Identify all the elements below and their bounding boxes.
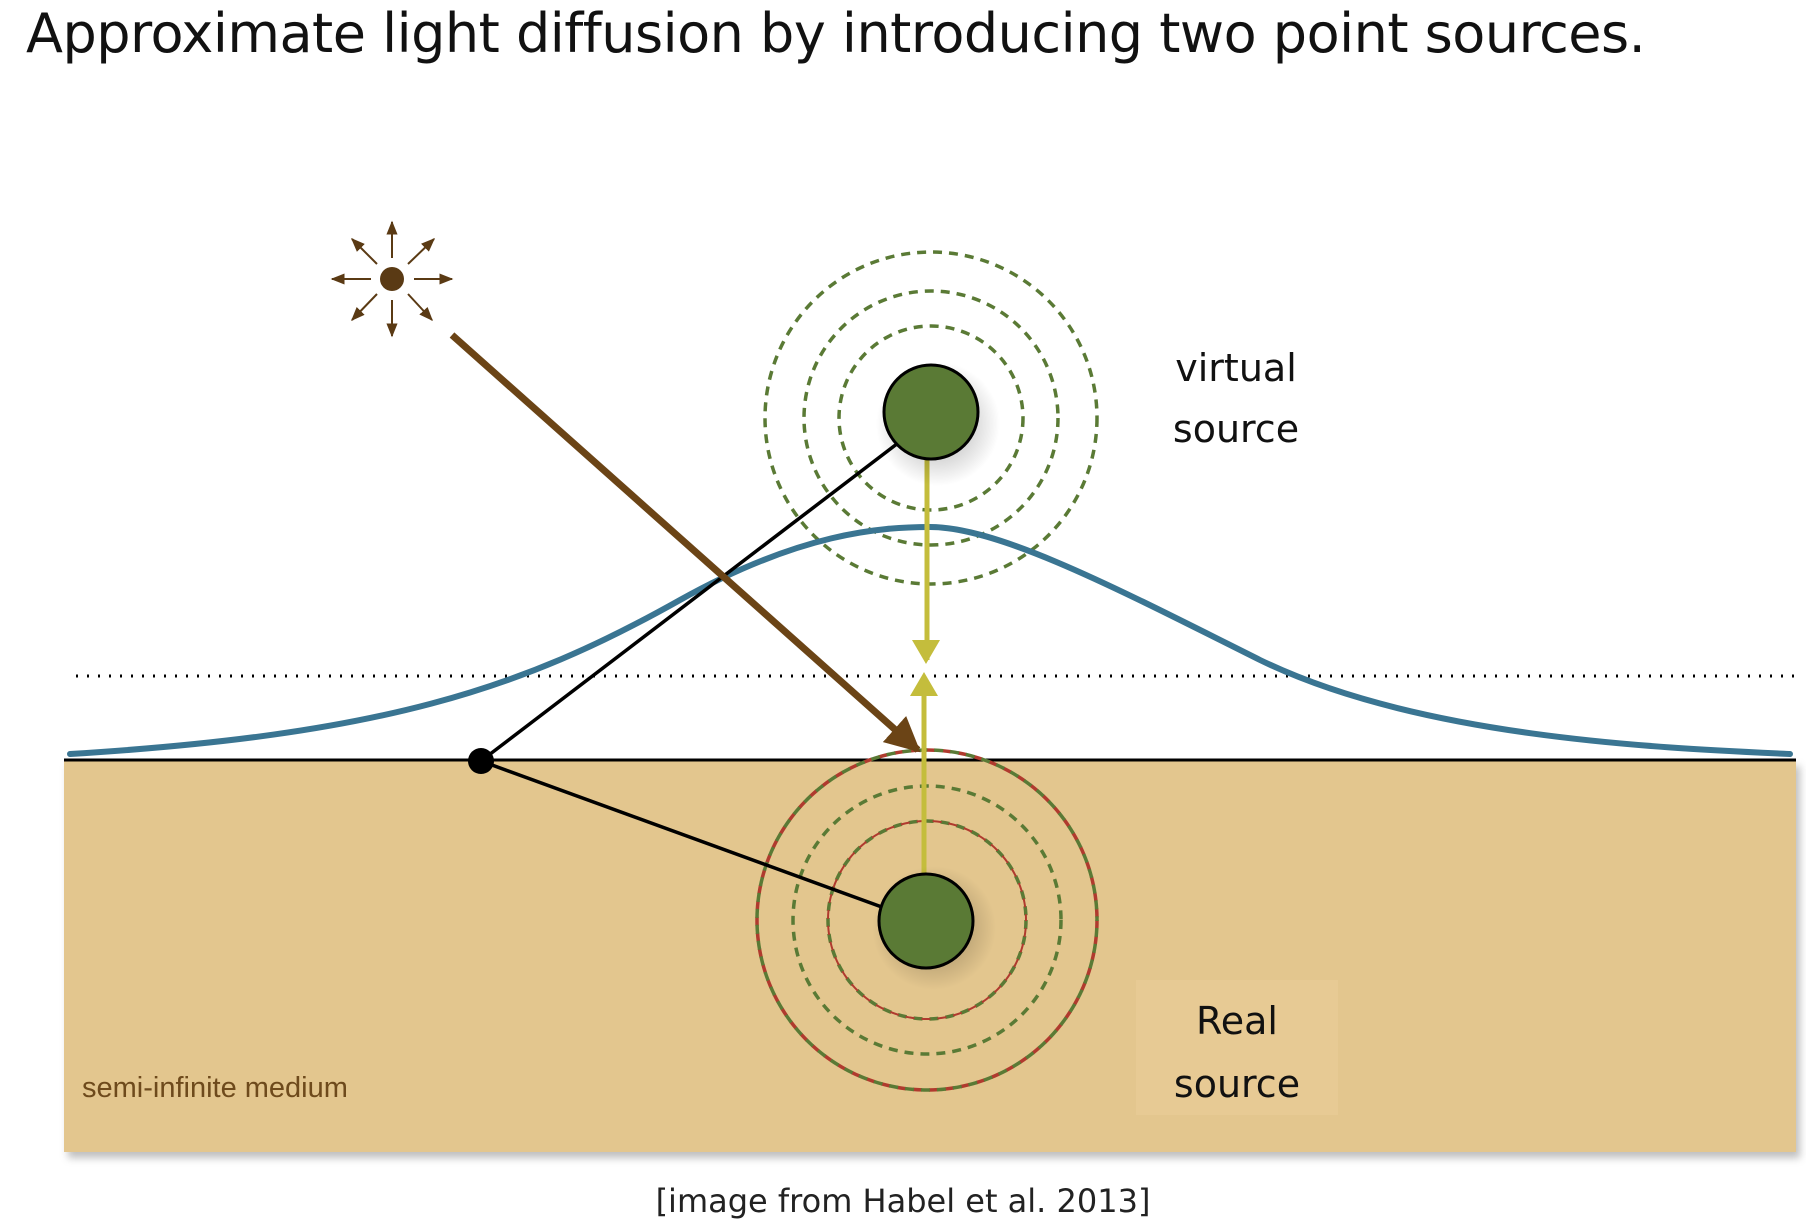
ray-to-real-source (480, 759, 891, 912)
virtual-source-rings (763, 250, 1099, 586)
incident-light-ray (449, 332, 921, 753)
virtual-source-label-line1: virtual (1175, 346, 1297, 390)
diffusion-profile-curve (67, 523, 1793, 757)
image-credit: [image from Habel et al. 2013] (656, 1182, 1151, 1220)
real-source-label-bg (1136, 980, 1338, 1115)
virtual-source-label-line2: source (1173, 407, 1299, 451)
real-source-label-line1: Real (1196, 999, 1278, 1043)
slide-title: Approximate light diffusion by introduci… (26, 2, 1646, 65)
virtual-source-point (882, 363, 980, 461)
medium-label: semi-infinite medium (82, 1072, 348, 1104)
ray-to-virtual-source (479, 438, 904, 763)
real-source-point (877, 872, 975, 970)
dipole-arrow-down-head (912, 640, 940, 664)
dipole-arrow-up-head (910, 672, 938, 696)
surface-sample-point (468, 748, 494, 774)
point-light-icon (330, 220, 454, 338)
real-source-rings (755, 748, 1099, 1092)
real-source-label-line2: source (1174, 1062, 1300, 1106)
